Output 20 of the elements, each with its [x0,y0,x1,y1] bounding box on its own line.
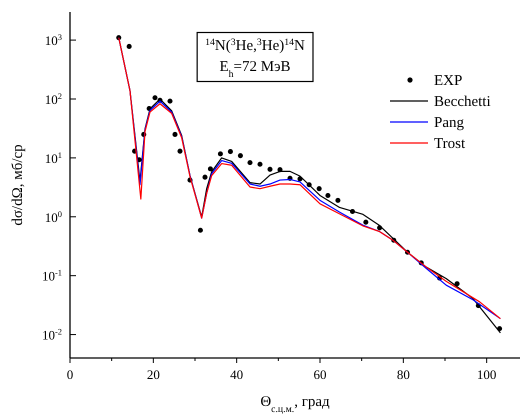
y-tick-label: 10$^{-1}$ [42,268,62,284]
legend-label: EXP [434,73,462,89]
legend-label: Pang [434,115,464,131]
y-tick-label: 10$^{2}$ [44,90,62,107]
y-tick-label: 10$^{3}$ [44,32,62,48]
y-tick-label: 10$^{-2}$ [42,326,62,343]
x-tick-label: 100 [476,367,496,382]
x-tick-label: 80 [396,367,410,382]
annotation: $^{14}$N($^{3}$He,$^{3}$He)$^{14}$N [205,36,305,54]
y-tick-label: 10$^{0}$ [44,208,62,225]
legend-label: Becchetti [434,94,491,110]
x-tick-label: 0 [66,367,74,382]
x-tick-label: 60 [314,367,326,382]
annotation: E$_{h}$=72 МэВ [219,59,291,80]
x-axis-title: Θ$_{с.ц.м.}$, град [260,394,330,414]
legend-label: Trost [434,136,466,152]
x-tick-label: 40 [230,367,244,382]
x-tick-label: 20 [146,367,160,382]
y-tick-label: 10$^{1}$ [44,150,62,166]
y-axis-title: dσ/dΩ, мб/ср [10,144,26,226]
